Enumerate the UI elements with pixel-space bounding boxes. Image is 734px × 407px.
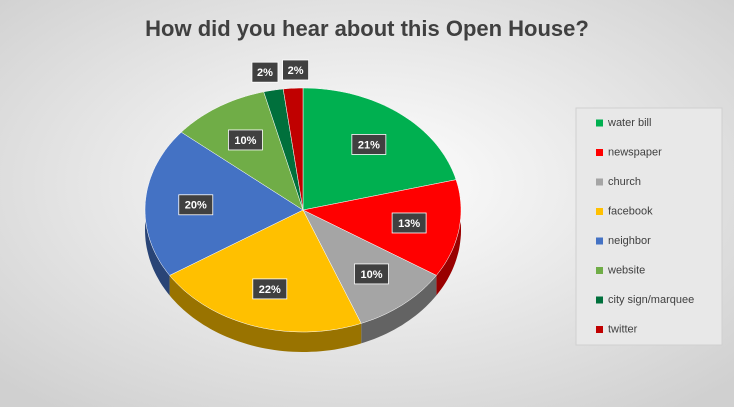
slice	[302, 179, 462, 276]
slice	[282, 87, 304, 211]
data-label: 2%	[288, 65, 304, 77]
legend-label: website	[607, 264, 645, 276]
legend-label: water bill	[607, 117, 651, 129]
data-label-box	[282, 59, 309, 81]
chart-title: How did you hear about this Open House?	[145, 16, 589, 41]
legend-label: neighbor	[608, 235, 651, 247]
data-label: 21%	[358, 139, 380, 151]
data-label-box	[391, 212, 427, 234]
data-label-box	[228, 129, 263, 151]
legend-swatch	[596, 149, 603, 156]
legend-swatch	[596, 237, 603, 245]
slice	[144, 131, 304, 276]
legend-swatch	[596, 119, 603, 127]
legend-swatch	[596, 267, 603, 274]
data-label-box	[178, 194, 214, 216]
slice	[263, 88, 304, 211]
legend-box	[575, 107, 723, 346]
legend-swatch	[596, 208, 603, 215]
slice-side	[169, 275, 362, 352]
data-label-box	[251, 61, 279, 83]
data-label-box	[354, 263, 389, 285]
data-label: 22%	[259, 284, 281, 296]
legend-label: twitter	[608, 323, 638, 335]
legend-swatch	[596, 178, 603, 186]
data-label: 13%	[398, 218, 420, 230]
data-label: 2%	[257, 67, 273, 79]
legend-label: city sign/marquee	[608, 294, 694, 306]
legend-label: church	[608, 176, 641, 188]
slice	[180, 91, 304, 211]
slice-side	[361, 275, 437, 344]
data-label: 20%	[185, 200, 207, 212]
legend-swatch	[596, 296, 603, 304]
legend-label: newspaper	[608, 146, 662, 158]
data-label: 10%	[234, 135, 256, 147]
legend-swatch	[596, 326, 603, 333]
data-label-box	[351, 134, 387, 155]
data-label-box	[252, 278, 288, 300]
data-label: 10%	[360, 269, 382, 281]
legend-label: facebook	[608, 205, 653, 217]
slice	[169, 209, 362, 333]
